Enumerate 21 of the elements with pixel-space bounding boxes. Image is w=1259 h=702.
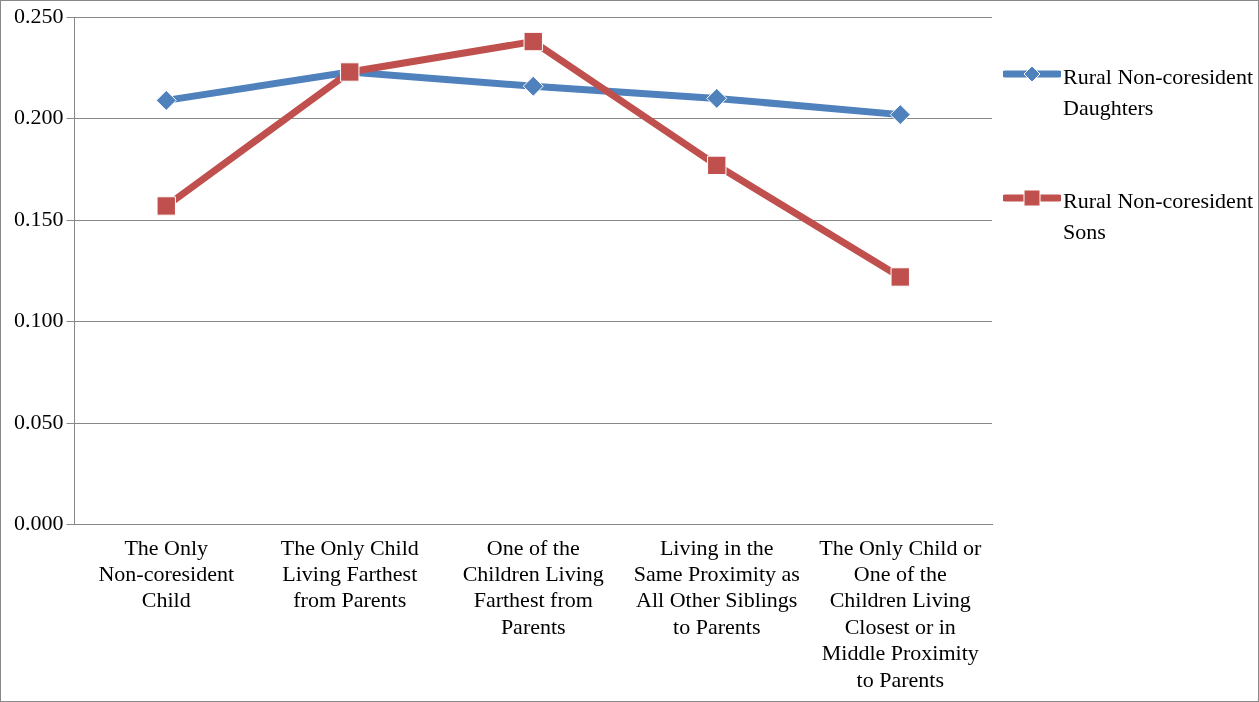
y-tick-label: 0.000	[14, 510, 64, 536]
y-tick-label: 0.150	[14, 205, 64, 231]
point	[890, 267, 910, 287]
legend-label: Rural Non-coresident Sons	[1063, 187, 1253, 246]
point	[523, 31, 543, 52]
y-tick-label: 0.250	[14, 2, 64, 28]
x-tick-label: The Only Child Living Farthest from Parents	[280, 534, 419, 613]
x-tick-label: Living in the Same Proximity as All Other Siblings to Parents	[633, 534, 800, 639]
y-tick-label: 0.050	[14, 408, 64, 434]
x-tick-label: The Only Non-coresident Child	[98, 534, 235, 613]
point	[707, 155, 727, 176]
point	[522, 75, 544, 97]
x-tick-label: One of the Children Living Farthest from Parents	[462, 534, 604, 639]
y-tick-label: 0.200	[14, 104, 64, 130]
y-tick-label: 0.100	[14, 307, 64, 333]
point	[155, 89, 177, 111]
x-tick-label: The Only Child or One of the Children Living Closest or in Middle Proximity to Parents	[819, 534, 982, 692]
point	[156, 196, 176, 216]
point	[889, 104, 911, 126]
legend-label: Rural Non-coresident Daughters	[1063, 63, 1253, 122]
point	[706, 87, 728, 109]
